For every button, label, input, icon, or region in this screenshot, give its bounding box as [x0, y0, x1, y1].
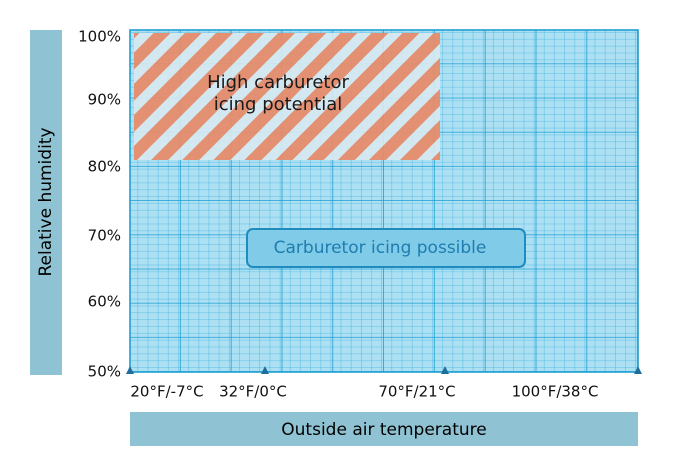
y-tick-label: 50%	[88, 363, 121, 381]
region-label: icing potential	[214, 94, 343, 115]
region-label: Carburetor icing possible	[274, 238, 487, 258]
high-icing-region	[134, 33, 440, 160]
y-tick-label: 60%	[88, 293, 121, 311]
x-tick-marker	[261, 366, 269, 374]
y-tick-label: 70%	[88, 227, 121, 245]
y-axis-label: Relative humidity	[36, 127, 56, 276]
y-axis-bar	[30, 30, 62, 375]
x-tick-marker	[634, 366, 642, 374]
y-tick-label: 100%	[78, 28, 121, 46]
x-tick-label: 32°F/0°C	[219, 383, 287, 401]
x-axis-bar	[130, 412, 638, 446]
x-tick-label: 100°F/38°C	[512, 383, 599, 401]
x-tick-label: 20°F/-7°C	[130, 383, 203, 401]
y-tick-label: 80%	[88, 158, 121, 176]
y-tick-label: 90%	[88, 91, 121, 109]
x-tick-marker	[441, 366, 449, 374]
possible-icing-box	[246, 228, 526, 268]
region-label: High carburetor	[207, 72, 349, 93]
x-tick-marker	[126, 366, 134, 374]
x-tick-label: 70°F/21°C	[378, 383, 455, 401]
x-axis-label: Outside air temperature	[281, 420, 486, 440]
